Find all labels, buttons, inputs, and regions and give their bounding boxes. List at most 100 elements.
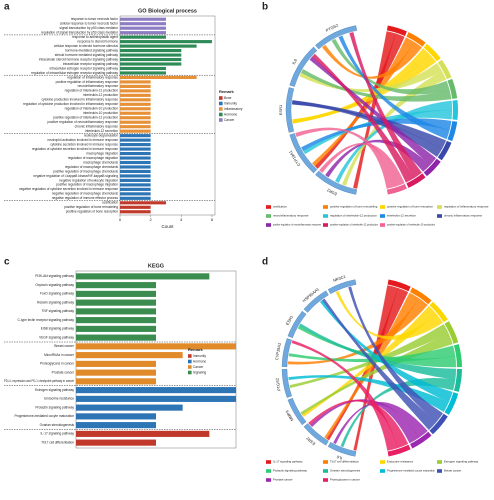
category-label: TNF signaling pathway [42,309,75,313]
legend-swatch [266,478,271,482]
bar [120,134,151,138]
legend-label: Cancer [193,365,204,369]
legend-label: Breast cancer [444,469,461,473]
legend-swatch [437,214,442,218]
legend-label: Estrogen signaling pathway [444,460,479,464]
term-arc [429,413,448,435]
bar [120,17,166,21]
term-arc [386,25,407,36]
legend-swatch [266,214,271,218]
category-label: intracellular receptor signaling pathway [63,62,119,66]
term-arc [406,32,426,47]
term-arc [410,431,432,449]
legend-swatch [219,96,223,100]
category-label: IL-17 signaling pathway [41,432,75,436]
legend-label: Signaling [193,370,206,374]
category-label: Th17 cell differentiation [41,440,74,444]
bar [120,89,151,93]
chord-ribbon [292,100,443,157]
bar [120,31,166,35]
legend-swatch [380,205,385,209]
legend-swatch [219,118,223,122]
legend-label: Inflammatory [224,107,243,111]
legend-swatch [323,478,328,482]
category-label: negative regulation of cytokine secretio… [19,187,118,191]
bar [76,325,156,332]
legend-swatch [188,354,192,358]
bar [76,369,156,376]
category-label: Endocrine resistance [44,397,74,401]
legend-label: positive regulation of interleukin-12 pr… [330,223,378,227]
bar [120,169,151,174]
bar [76,360,156,367]
gene-arc [289,46,318,87]
term-arc [423,43,441,62]
legend-label: Hormone [193,359,206,363]
legend-swatch [219,112,223,117]
chord-ribbon [338,35,450,140]
bar [120,196,151,200]
bar [120,111,151,115]
bar [76,439,156,446]
x-tick-label: 4 [180,217,183,222]
bar [120,156,151,160]
legend-swatch [380,469,385,473]
term-arc [387,279,411,292]
term-arc [447,121,458,142]
category-label: interleukin-10 production [83,111,118,115]
term-arc [410,287,432,305]
term-arc [444,321,459,344]
bar [76,334,156,341]
category-label: neuroinflammatory response [78,84,119,88]
legend-label: IL-17 signaling pathway [273,460,303,464]
category-label: macrophage chemotaxis [83,160,118,164]
bar [120,138,151,142]
term-arc [453,344,462,368]
bar [120,22,166,26]
bar [120,116,151,120]
legend-swatch [266,469,271,473]
legend-swatch [437,469,442,473]
legend-swatch [323,205,328,209]
legend-swatch [323,223,328,227]
category-label: Proteoglycans in cancer [40,362,75,366]
legend-label: Immunity [224,101,237,105]
legend-label: positive regulation of bone resorption [387,205,433,209]
legend-label: neuroinflammatory response [273,214,309,218]
legend-swatch [188,370,192,375]
bar [120,183,151,187]
bar [120,107,151,111]
legend-title: Remark [188,347,203,352]
gene-arc [327,441,357,457]
bar [120,174,151,178]
bar [120,35,166,39]
legend-swatch [266,205,271,209]
bar [120,57,182,62]
bar [120,147,151,151]
bar [120,80,151,84]
category-label: VEGF signaling pathway [39,335,74,339]
chart-title: KEGG [148,263,164,269]
category-label: regulation of signal transduction by p53… [41,31,119,35]
gene-arc [327,279,357,295]
category-label: PD-L1 expression and PD-1 checkpoint pat… [4,379,75,383]
term-arc [386,184,407,195]
legend-label: Immunity [193,354,206,358]
bar [120,178,151,182]
legend-label: regulation of inflammatory response [444,205,489,209]
term-arc [437,59,452,80]
bar [120,75,197,80]
bar [120,40,212,44]
legend-title: Remark [219,89,234,94]
legend-label: Bone [224,96,232,100]
category-label: PI3K-Akt signaling pathway [35,274,74,278]
bar [120,49,182,53]
chord-ribbon [335,290,443,340]
bar [120,98,151,102]
bar [76,422,156,429]
legend-swatch [437,205,442,209]
plot-frame [75,270,237,449]
bar [76,352,183,359]
gene-arc [281,338,292,367]
